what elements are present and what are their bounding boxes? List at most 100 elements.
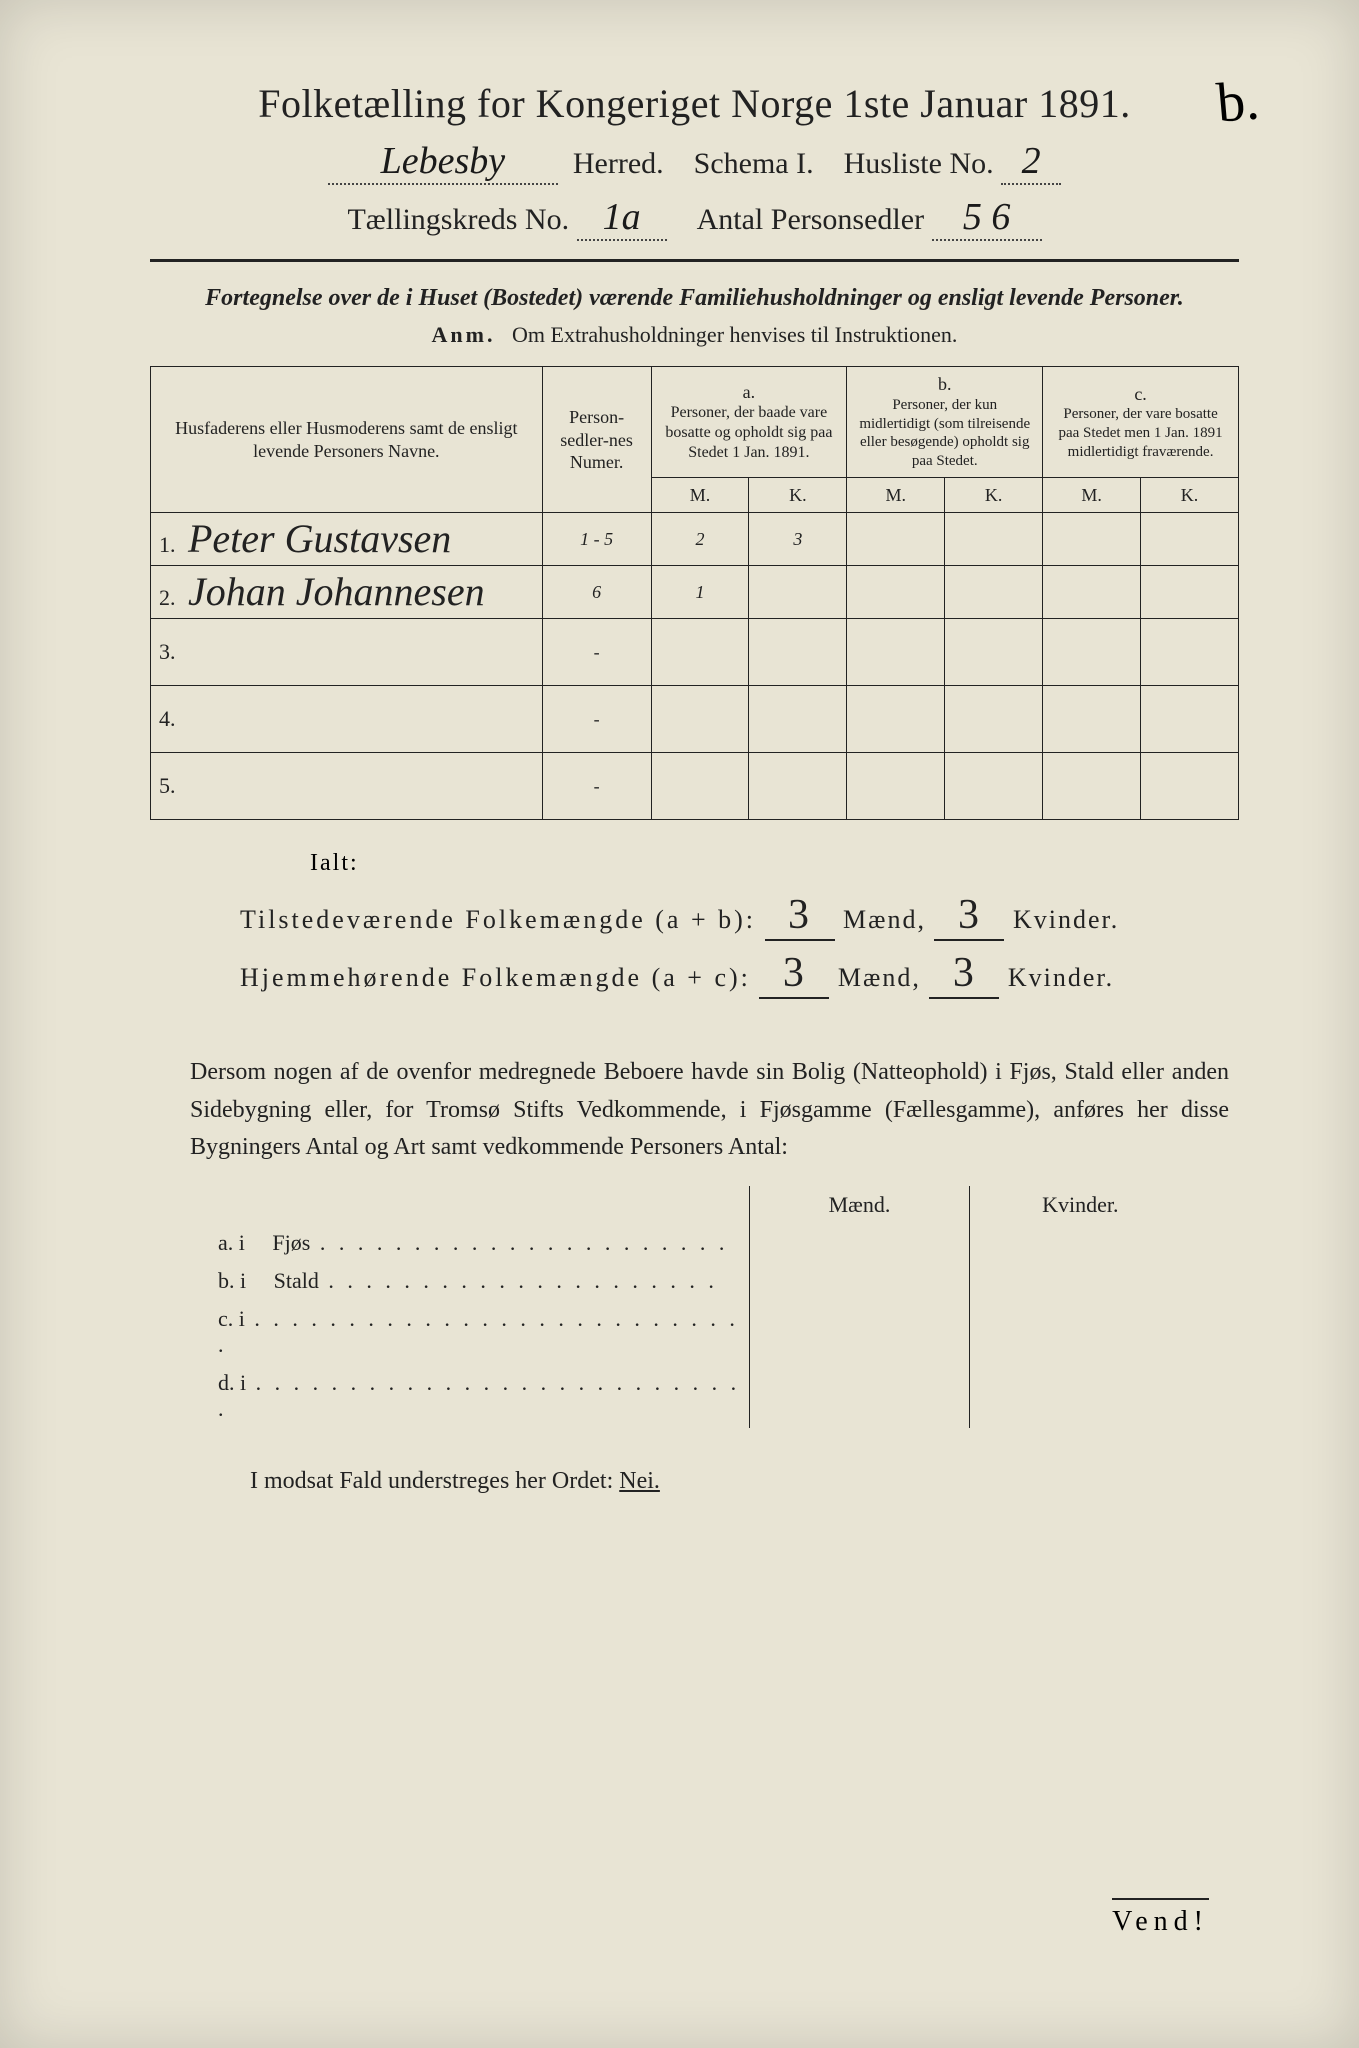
- cell-am: [651, 753, 749, 820]
- totals-2-pre: Hjemmehørende Folkemængde (a + c):: [240, 963, 751, 992]
- maend-label: Mænd,: [838, 963, 921, 992]
- antal-label: Antal Personsedler: [697, 203, 924, 236]
- lower-row: a. i Fjøs . . . . . . . . . . . . . . . …: [210, 1224, 1190, 1262]
- form-title: Folketælling for Kongeriget Norge 1ste J…: [150, 80, 1239, 127]
- cell-num: 6: [542, 566, 651, 619]
- th-num: Person-sedler-nes Numer.: [542, 367, 651, 513]
- cell-ck: [1141, 566, 1239, 619]
- cell-cm: [1043, 513, 1141, 566]
- th-b-text: Personer, der kun midlertidigt (som tilr…: [855, 396, 1034, 471]
- totals-1-pre: Tilstedeværende Folkemængde (a + b):: [240, 905, 756, 934]
- table-row: 1. Peter Gustavsen 1 - 5 2 3: [151, 513, 1239, 566]
- cell-bk: [945, 619, 1043, 686]
- herred-label: Herred.: [573, 147, 664, 180]
- th-b-label: b.: [855, 373, 1034, 396]
- cell-ck: [1141, 753, 1239, 820]
- kvinder-label: Kvinder.: [1013, 905, 1119, 934]
- cell-cm: [1043, 619, 1141, 686]
- lower-table: Mænd. Kvinder. a. i Fjøs . . . . . . . .…: [210, 1186, 1190, 1428]
- th-ak: K.: [749, 477, 847, 513]
- lower-k: [970, 1262, 1190, 1300]
- vend-label: Vend!: [1112, 1898, 1209, 1938]
- cell-am: [651, 619, 749, 686]
- th-bk: K.: [945, 477, 1043, 513]
- row-name: Johan Johannesen: [180, 559, 493, 624]
- totals-line-1: Tilstedeværende Folkemængde (a + b): 3 M…: [240, 891, 1239, 941]
- husliste-value: 2: [1001, 139, 1061, 185]
- th-bm: M.: [847, 477, 945, 513]
- lower-m: [749, 1364, 970, 1428]
- nei-line: I modsat Fald understreges her Ordet: Ne…: [250, 1468, 1239, 1495]
- lower-k: [970, 1224, 1190, 1262]
- herred-value: Lebesby: [328, 139, 558, 185]
- cell-ak: [749, 753, 847, 820]
- kreds-value: 1a: [577, 195, 667, 241]
- cell-ak: [749, 619, 847, 686]
- th-a-label: a.: [660, 381, 839, 404]
- row-num: 1.: [159, 532, 176, 557]
- th-cm: M.: [1043, 477, 1141, 513]
- cell-cm: [1043, 686, 1141, 753]
- table-row: 5. -: [151, 753, 1239, 820]
- table-row: 4. -: [151, 686, 1239, 753]
- table-row: 3. -: [151, 619, 1239, 686]
- lower-type: Fjøs: [272, 1230, 310, 1255]
- cell-ck: [1141, 686, 1239, 753]
- census-form-page: b. Folketælling for Kongeriget Norge 1st…: [0, 0, 1359, 2048]
- cell-num: -: [542, 686, 651, 753]
- table-row: 2. Johan Johannesen 6 1: [151, 566, 1239, 619]
- th-a-text: Personer, der baade vare bosatte og opho…: [660, 403, 839, 463]
- row-num: 2.: [159, 585, 176, 610]
- cell-bk: [945, 753, 1043, 820]
- th-b: b. Personer, der kun midlertidigt (som t…: [847, 367, 1043, 478]
- lower-row: d. i . . . . . . . . . . . . . . . . . .…: [210, 1364, 1190, 1428]
- dots: . . . . . . . . . . . . . . . . . . . . …: [319, 1268, 718, 1293]
- kvinder-label: Kvinder.: [1008, 963, 1114, 992]
- main-table: Husfaderens eller Husmoderens samt de en…: [150, 366, 1239, 820]
- cell-am: 1: [651, 566, 749, 619]
- husliste-label: Husliste No.: [844, 147, 994, 180]
- cell-am: [651, 686, 749, 753]
- dots: . . . . . . . . . . . . . . . . . . . . …: [310, 1230, 728, 1255]
- th-c: c. Personer, der vare bosatte paa Stedet…: [1043, 367, 1239, 478]
- cell-num: -: [542, 619, 651, 686]
- totals-1-k: 3: [958, 892, 981, 938]
- cell-num: -: [542, 753, 651, 820]
- schema-label: Schema I.: [694, 147, 814, 180]
- nei-pre: I modsat Fald understreges her Ordet:: [250, 1468, 613, 1494]
- lower-row: c. i . . . . . . . . . . . . . . . . . .…: [210, 1300, 1190, 1364]
- row-num: 4.: [159, 706, 176, 731]
- kreds-label: Tællingskreds No.: [347, 203, 569, 236]
- maend-label: Mænd,: [843, 905, 926, 934]
- header-line-3: Tællingskreds No. 1a Antal Personsedler …: [150, 195, 1239, 241]
- antal-value: 5 6: [932, 195, 1042, 241]
- form-header: Folketælling for Kongeriget Norge 1ste J…: [150, 80, 1239, 241]
- totals-line-2: Hjemmehørende Folkemængde (a + c): 3 Mæn…: [240, 949, 1239, 999]
- lower-m: [749, 1262, 970, 1300]
- anm-text: Om Extrahusholdninger henvises til Instr…: [512, 322, 957, 347]
- cell-ak: 3: [749, 513, 847, 566]
- cell-bm: [847, 686, 945, 753]
- lower-k: [970, 1364, 1190, 1428]
- nei-word: Nei.: [619, 1468, 660, 1494]
- cell-bm: [847, 753, 945, 820]
- anm-label: Anm.: [432, 322, 496, 347]
- cell-ck: [1141, 619, 1239, 686]
- cell-bk: [945, 513, 1043, 566]
- instruction-paragraph: Dersom nogen af de ovenfor medregnede Be…: [190, 1054, 1229, 1166]
- lower-m: [749, 1300, 970, 1364]
- header-line-2: Lebesby Herred. Schema I. Husliste No. 2: [150, 139, 1239, 185]
- th-c-text: Personer, der vare bosatte paa Stedet me…: [1051, 405, 1230, 461]
- lower-label: a. i: [218, 1230, 245, 1255]
- th-names-text: Husfaderens eller Husmoderens samt de en…: [175, 418, 517, 461]
- cell-cm: [1043, 753, 1141, 820]
- cell-ak: [749, 566, 847, 619]
- lower-label: d. i: [218, 1370, 246, 1395]
- divider: [150, 259, 1239, 262]
- th-a: a. Personer, der baade vare bosatte og o…: [651, 367, 847, 478]
- lower-label: b. i: [218, 1268, 246, 1293]
- anm-note: Anm. Om Extrahusholdninger henvises til …: [150, 322, 1239, 348]
- table-body: 1. Peter Gustavsen 1 - 5 2 3 2. Johan Jo…: [151, 513, 1239, 820]
- row-num: 3.: [159, 639, 176, 664]
- cell-ak: [749, 686, 847, 753]
